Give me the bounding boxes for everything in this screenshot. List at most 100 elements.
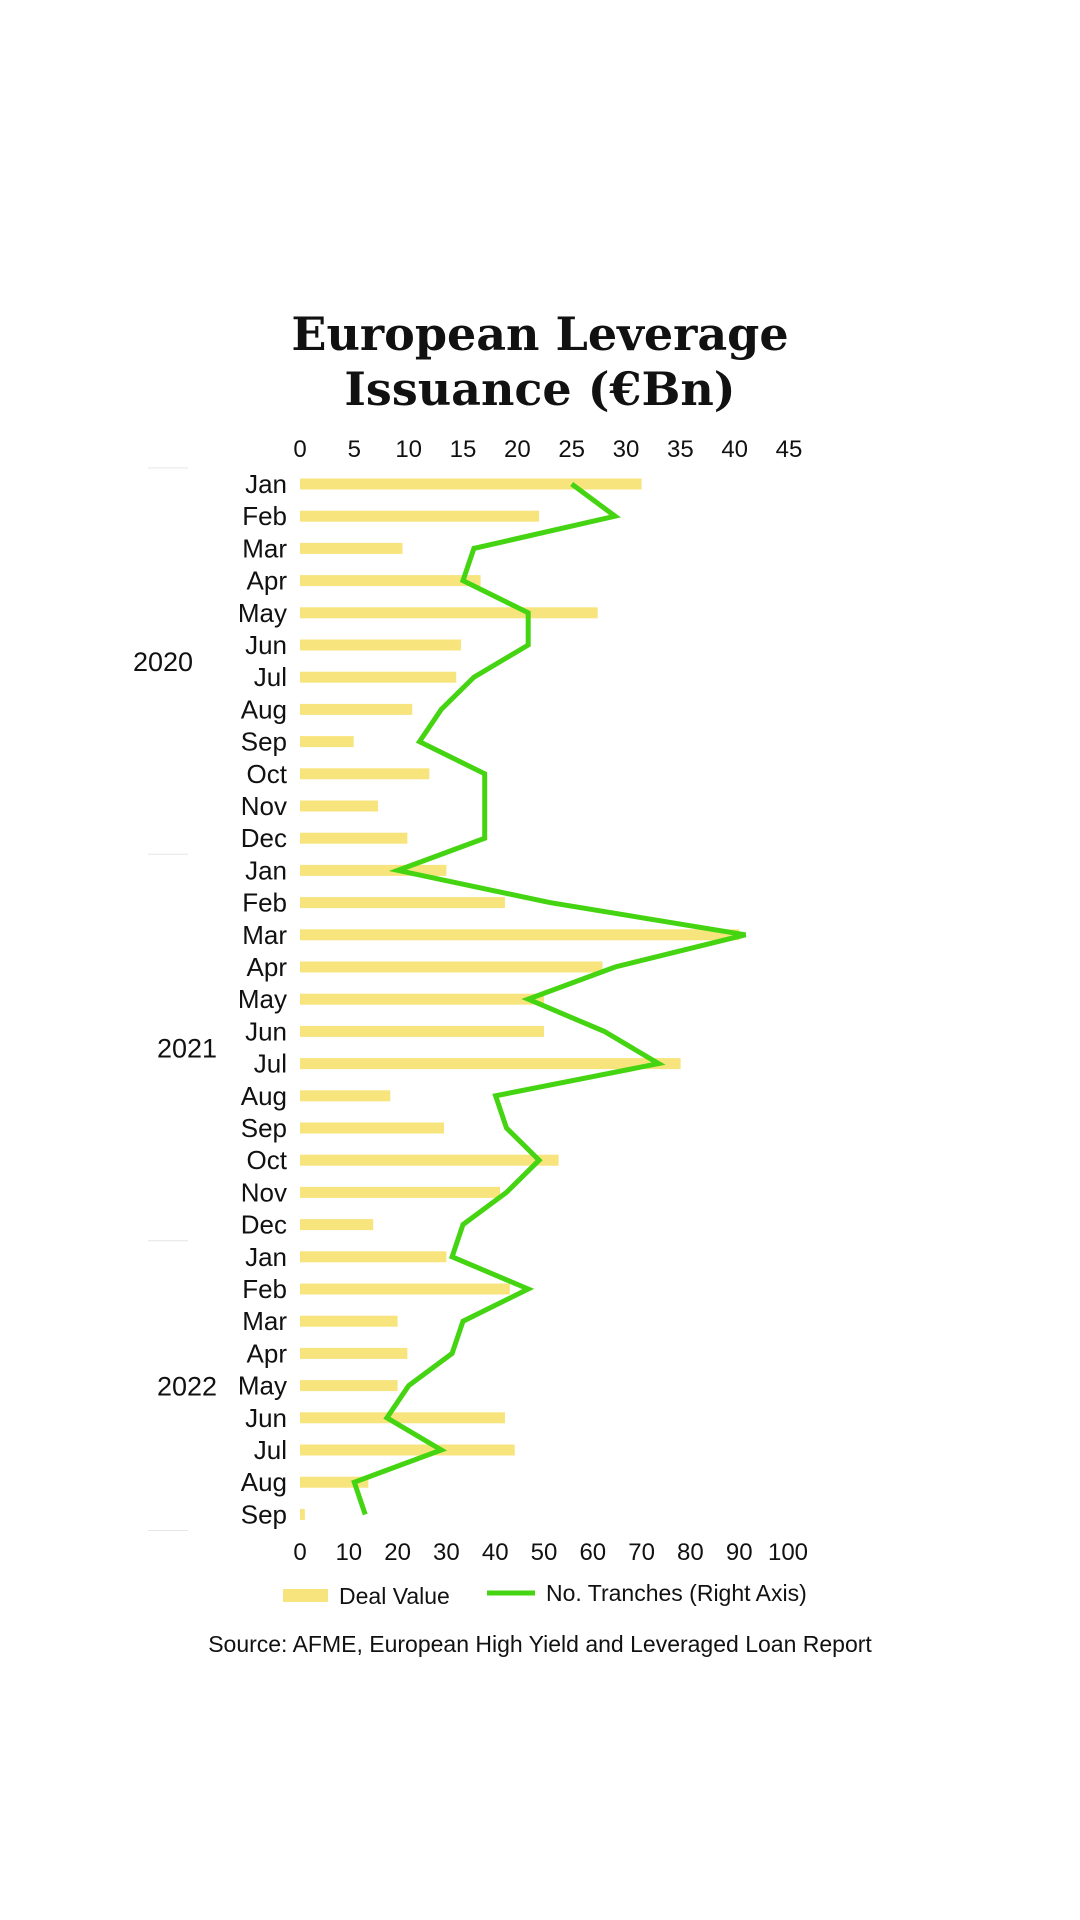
deal-value-bar [300,832,408,844]
month-label: May [238,984,287,1014]
top-tick-label: 35 [667,436,694,463]
deal-value-bar [300,736,354,748]
deal-value-bar [300,1058,681,1070]
deal-value-bar [300,575,481,587]
bottom-tick-label: 60 [579,1539,606,1566]
deal-value-bar [300,1476,369,1488]
month-label: Apr [247,566,288,596]
month-label: Mar [242,533,287,563]
legend-label-tranches: No. Tranches (Right Axis) [546,1580,807,1606]
deal-value-bar [300,897,505,909]
deal-value-bar [300,768,430,780]
deal-value-bar [300,864,447,876]
month-label: Sep [241,727,287,757]
deal-value-bar [300,1090,391,1102]
bottom-tick-label: 70 [628,1539,655,1566]
deal-value-bar [300,1283,510,1295]
month-label: Sep [241,1499,287,1529]
deal-value-bar [300,1186,501,1198]
month-label: Aug [241,1467,287,1497]
month-label: Feb [242,888,287,918]
month-label: Jun [245,630,287,660]
month-label: May [238,1371,287,1401]
month-label: Aug [241,694,287,724]
month-label: Jan [245,1242,287,1272]
deal-value-bar [300,1025,544,1037]
bottom-tick-label: 50 [531,1539,558,1566]
top-tick-label: 45 [776,436,803,463]
month-label: Oct [247,1145,288,1175]
deal-value-bar [300,639,462,651]
source-note: Source: AFME, European High Yield and Le… [208,1631,872,1657]
month-label: Dec [241,823,287,853]
bottom-tick-label: 30 [433,1539,460,1566]
year-label: 2021 [157,1034,217,1064]
bottom-tick-label: 90 [726,1539,753,1566]
month-label: Nov [241,1177,287,1207]
year-label: 2020 [133,647,193,677]
legend-swatch-deal-value [283,1589,328,1602]
bottom-tick-label: 80 [677,1539,704,1566]
deal-value-bar [300,1154,559,1166]
top-axis-ticks: 0 5 10 15 20 25 30 35 40 45 [293,436,802,463]
tranches-line [351,481,747,1516]
month-label: Feb [242,1274,287,1304]
top-tick-label: 5 [348,436,361,463]
chart-title-line-2: Issuance (€Bn) [344,362,735,416]
top-tick-label: 25 [558,436,585,463]
month-label: Jul [254,1049,287,1079]
bottom-tick-label: 0 [293,1539,306,1566]
top-tick-label: 10 [395,436,422,463]
bottom-tick-label: 20 [384,1539,411,1566]
deal-value-bar [300,993,544,1005]
deal-value-bar [300,929,740,941]
month-label: Jun [245,1403,287,1433]
month-label: Oct [247,759,288,789]
month-label: Sep [241,1113,287,1143]
deal-value-bar [300,1122,444,1134]
month-label: Apr [247,952,288,982]
deal-value-bar [300,607,598,619]
deal-value-bar [300,800,379,812]
year-separators [148,467,188,1531]
bottom-axis-ticks: 0 10 20 30 40 50 60 70 80 90 100 [293,1539,808,1566]
month-label: Nov [241,791,287,821]
month-label: Jul [254,1435,287,1465]
legend-label-deal-value: Deal Value [339,1583,450,1609]
deal-value-bar [300,1380,398,1392]
legend: Deal Value No. Tranches (Right Axis) [283,1580,807,1609]
deal-value-bar [300,542,403,554]
deal-value-bar [300,1251,447,1263]
deal-value-bar [300,1508,305,1520]
top-tick-label: 0 [293,436,306,463]
month-labels: JanFebMarAprMayJunJulAugSepOctNovDecJanF… [238,469,288,1529]
bottom-tick-label: 100 [768,1539,808,1566]
deal-value-bar [300,478,642,490]
deal-value-bar [300,1412,505,1424]
year-labels: 2020 2021 2022 [133,647,217,1402]
month-label: Mar [242,920,287,950]
bottom-tick-label: 10 [335,1539,362,1566]
month-label: Dec [241,1210,287,1240]
month-label: May [238,598,287,628]
month-label: Apr [247,1338,288,1368]
year-label: 2022 [157,1372,217,1402]
month-label: Aug [241,1081,287,1111]
deal-value-bar [300,671,457,683]
tranches-line-layer [351,481,747,1516]
deal-value-bar [300,1219,374,1231]
month-label: Mar [242,1306,287,1336]
month-label: Jan [245,469,287,499]
deal-value-bar [300,1347,408,1359]
top-tick-label: 40 [721,436,748,463]
deal-value-bar [300,1315,398,1327]
bottom-tick-label: 40 [482,1539,509,1566]
month-label: Jul [254,662,287,692]
deal-value-bar [300,510,540,522]
month-label: Jan [245,855,287,885]
deal-value-bars [300,478,740,1520]
chart-title-line-1: European Leverage [291,307,788,361]
month-label: Jun [245,1016,287,1046]
deal-value-bar [300,961,603,973]
